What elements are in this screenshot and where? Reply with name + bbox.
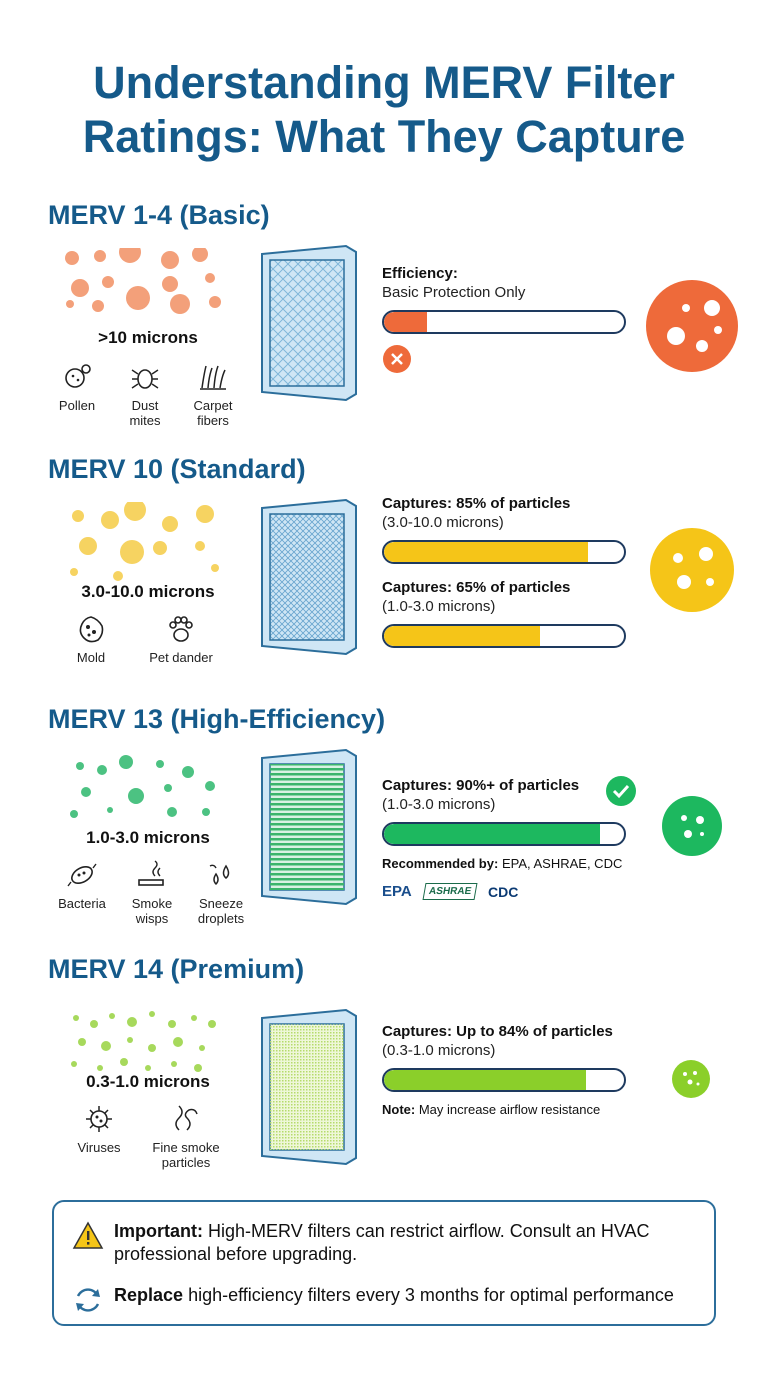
bar-fill <box>384 312 428 332</box>
stats: Captures: 85% of particles (3.0-10.0 mic… <box>382 494 632 648</box>
paw-icon <box>169 616 193 642</box>
particle-item: Bacteria <box>50 860 114 926</box>
particle-magnify-circle <box>672 1060 710 1098</box>
virus-icon <box>86 1106 112 1132</box>
capture-bar <box>382 1068 626 1092</box>
particle-types: Mold Pet dander <box>62 614 216 665</box>
page-title: Understanding MERV Filter Ratings: What … <box>82 57 686 162</box>
particle-item: Mold <box>62 614 120 665</box>
filter-high-efficiency <box>261 748 357 906</box>
bacteria-icon <box>67 863 97 887</box>
droplets-icon <box>209 864 230 886</box>
pollen-icon <box>65 364 91 388</box>
particle-item: Fine smoke particles <box>146 1104 226 1170</box>
particle-cluster <box>60 752 230 832</box>
stats: Captures: Up to 84% of particles (0.3-1.… <box>382 1022 632 1117</box>
important-note: Important: High-MERV filters can restric… <box>72 1220 714 1266</box>
stats: Efficiency: Basic Protection Only <box>382 264 632 379</box>
micron-size: 0.3-1.0 microns <box>86 1072 210 1091</box>
smoke-icon <box>138 860 164 886</box>
micron-size: 3.0-10.0 microns <box>81 582 215 601</box>
micron-size: >10 microns <box>98 328 198 347</box>
mold-icon <box>79 616 104 643</box>
section-merv-14: MERV 14 (Premium) 0.3-1.0 microns Viruse… <box>0 954 768 1184</box>
endorsement-logos: EPA ASHRAE CDC <box>382 883 632 900</box>
warning-icon <box>72 1221 104 1249</box>
section-heading: MERV 13 (High-Efficiency) <box>48 704 386 734</box>
filter-basic <box>261 244 357 402</box>
particle-item: Pollen <box>48 362 106 428</box>
section-merv-10: MERV 10 (Standard) 3.0-10.0 microns Mold… <box>0 454 768 684</box>
section-heading: MERV 14 (Premium) <box>48 954 305 984</box>
particle-types: Bacteria Smoke wisps Sneeze droplets <box>50 860 252 926</box>
particle-item: Smoke wisps <box>122 860 182 926</box>
particle-magnify-circle <box>650 528 734 612</box>
particle-magnify-circle <box>662 796 722 856</box>
capture-bar <box>382 624 626 648</box>
x-icon <box>383 345 411 373</box>
particle-item: Dust mites <box>116 362 174 428</box>
particle-item: Pet dander <box>146 614 216 665</box>
particle-item: Sneeze droplets <box>190 860 252 926</box>
filter-standard <box>261 498 357 656</box>
section-merv-1-4: MERV 1-4 (Basic) >10 microns Pollen Dust… <box>0 200 768 440</box>
dust-mite-icon <box>131 369 159 389</box>
epa-logo: EPA <box>382 883 412 900</box>
section-heading: MERV 10 (Standard) <box>48 454 306 484</box>
section-merv-13: MERV 13 (High-Efficiency) 1.0-3.0 micron… <box>0 704 768 944</box>
bar-fill <box>384 626 540 646</box>
particle-cluster <box>60 241 230 328</box>
cdc-logo: CDC <box>487 883 519 900</box>
particle-item: Viruses <box>70 1104 128 1170</box>
replace-note: Replace high-efficiency filters every 3 … <box>72 1284 714 1316</box>
particle-magnify-circle <box>646 280 738 372</box>
ashrae-logo: ASHRAE <box>422 883 478 900</box>
capture-bar <box>382 540 626 564</box>
capture-bar <box>382 822 626 846</box>
particle-types: Pollen Dust mites Carpet fibers <box>48 362 242 428</box>
fine-smoke-icon <box>175 1105 198 1131</box>
particle-cluster <box>60 1002 230 1082</box>
stats: Captures: 90%+ of particles (1.0-3.0 mic… <box>382 776 632 900</box>
bar-fill <box>384 824 600 844</box>
filter-premium <box>261 1008 357 1166</box>
carpet-fibers-icon <box>200 365 226 390</box>
section-heading: MERV 1-4 (Basic) <box>48 200 270 230</box>
note-line: Note: May increase airflow resistance <box>382 1102 601 1117</box>
particle-types: Viruses Fine smoke particles <box>70 1104 226 1170</box>
recommended-line: Recommended by: EPA, ASHRAE, CDC <box>382 856 623 871</box>
advice-box: Important: High-MERV filters can restric… <box>52 1200 716 1326</box>
bar-fill <box>384 1070 586 1090</box>
particle-cluster <box>60 499 230 582</box>
check-icon <box>606 776 636 806</box>
micron-size: 1.0-3.0 microns <box>86 828 210 847</box>
efficiency-bar <box>382 310 626 334</box>
particle-item: Carpet fibers <box>184 362 242 428</box>
refresh-icon <box>76 1288 100 1312</box>
bar-fill <box>384 542 588 562</box>
